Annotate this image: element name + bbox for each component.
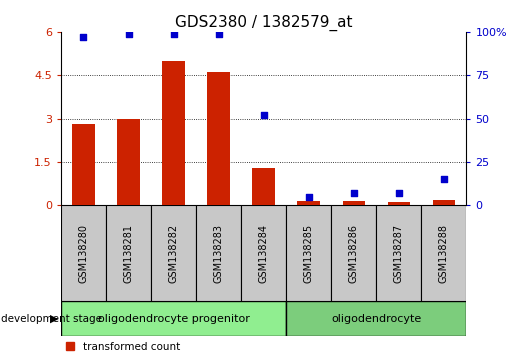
Text: GSM138282: GSM138282 xyxy=(169,223,179,283)
Bar xyxy=(286,301,466,336)
Bar xyxy=(207,72,230,205)
Bar xyxy=(196,205,241,301)
Text: GSM138280: GSM138280 xyxy=(78,224,89,282)
Bar xyxy=(376,205,421,301)
Text: GSM138281: GSM138281 xyxy=(123,224,134,282)
Text: GSM138288: GSM138288 xyxy=(439,224,449,282)
Bar xyxy=(342,201,365,205)
Bar xyxy=(432,200,455,205)
Bar xyxy=(106,205,151,301)
Text: GSM138285: GSM138285 xyxy=(304,223,314,283)
Text: GSM138283: GSM138283 xyxy=(214,224,224,282)
Point xyxy=(169,31,178,36)
Text: GSM138284: GSM138284 xyxy=(259,224,269,282)
Text: ▶: ▶ xyxy=(50,314,58,324)
Point xyxy=(214,31,223,36)
Text: GSM138286: GSM138286 xyxy=(349,224,359,282)
Text: development stage: development stage xyxy=(1,314,102,324)
Bar xyxy=(117,119,140,205)
Point xyxy=(440,176,448,182)
Bar xyxy=(72,124,95,205)
Bar xyxy=(331,205,376,301)
Bar xyxy=(61,301,286,336)
Point xyxy=(80,34,88,40)
Bar xyxy=(151,205,196,301)
Text: GSM138287: GSM138287 xyxy=(394,223,404,283)
Bar xyxy=(252,168,275,205)
Legend: transformed count, percentile rank within the sample: transformed count, percentile rank withi… xyxy=(66,342,259,354)
Point xyxy=(304,194,313,200)
Bar xyxy=(61,205,106,301)
Title: GDS2380 / 1382579_at: GDS2380 / 1382579_at xyxy=(175,14,352,30)
Point xyxy=(394,190,403,196)
Point xyxy=(124,31,132,36)
Text: oligodendrocyte: oligodendrocyte xyxy=(331,314,421,324)
Bar xyxy=(297,201,320,205)
Bar xyxy=(241,205,286,301)
Bar xyxy=(162,61,185,205)
Bar xyxy=(286,205,331,301)
Bar xyxy=(421,205,466,301)
Bar xyxy=(387,202,410,205)
Point xyxy=(350,190,358,196)
Text: oligodendrocyte progenitor: oligodendrocyte progenitor xyxy=(98,314,250,324)
Point xyxy=(259,112,268,118)
